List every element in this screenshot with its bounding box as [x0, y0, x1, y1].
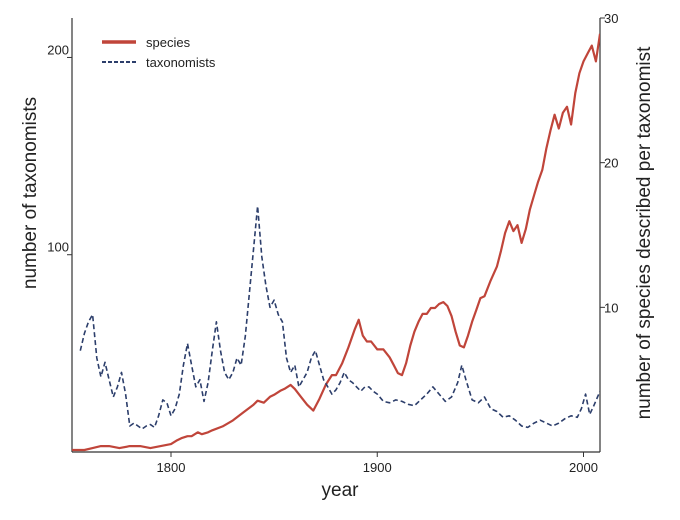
x-tick-label: 1900 — [363, 460, 392, 475]
series-line-species — [72, 33, 600, 452]
y-left-tick-label: 200 — [47, 42, 69, 57]
y-right-tick-label: 20 — [604, 156, 618, 171]
y-axis-right-title: number of species described per taxonomi… — [634, 46, 655, 420]
x-tick-label: 2000 — [569, 460, 598, 475]
x-tick-label: 1800 — [157, 460, 186, 475]
axes: 1800 1900 2000 100 200 10 20 30 — [47, 11, 618, 475]
x-axis-title: year — [322, 480, 360, 501]
y-left-tick-label: 100 — [47, 240, 69, 255]
y-axis-left-title: number of taxonomists — [20, 97, 41, 289]
legend-label-taxonomists: taxonomists — [146, 55, 216, 70]
plot-area — [72, 33, 600, 452]
legend-label-species: species — [146, 35, 191, 50]
legend: species taxonomists — [102, 35, 216, 70]
series-line-taxonomists — [79, 205, 600, 430]
y-right-tick-label: 30 — [604, 11, 618, 26]
y-right-tick-label: 10 — [604, 300, 618, 315]
